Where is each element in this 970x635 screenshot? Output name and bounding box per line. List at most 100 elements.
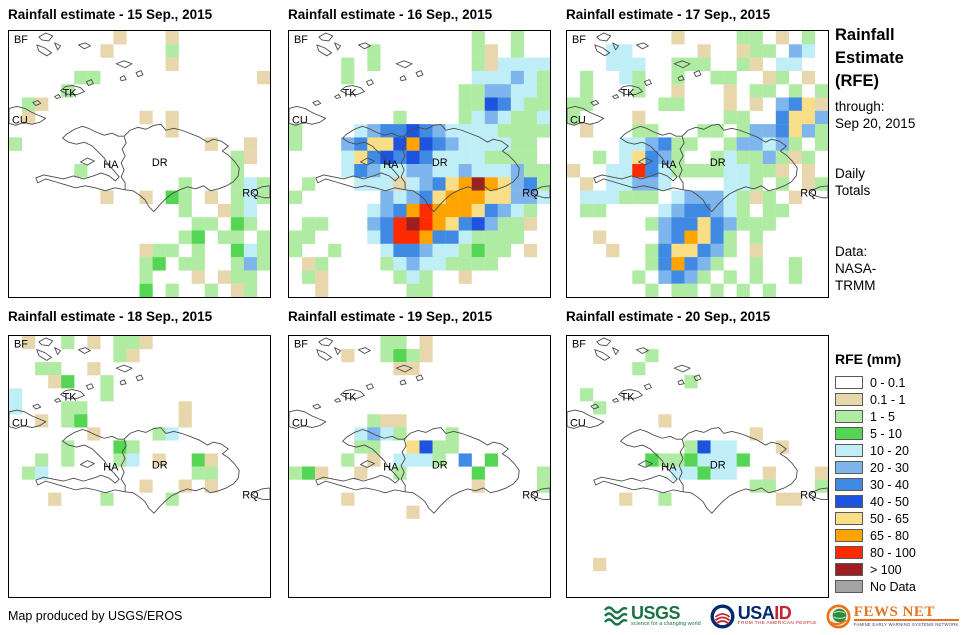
data-source-line1: NASA- — [835, 261, 877, 276]
data-source-line2: TRMM — [835, 278, 876, 293]
map-label-ha: HA — [383, 159, 399, 171]
map-canvas: BF CU TK HA DR RQ — [567, 337, 828, 572]
panel-title-sep16: Rainfall estimate - 16 Sep., 2015 — [288, 7, 493, 22]
map-label-bf: BF — [572, 339, 586, 351]
map-label-bf: BF — [294, 339, 308, 351]
usaid-seal-icon — [710, 604, 735, 628]
map-canvas: BF CU TK HA DR RQ — [567, 31, 828, 297]
through-date: Sep 20, 2015 — [835, 116, 916, 131]
coastlines — [9, 337, 270, 514]
map-label-dr: DR — [710, 157, 726, 169]
map-label-tk: TK — [621, 391, 636, 403]
map-label-tk: TK — [621, 88, 636, 100]
map-canvas: BF CU TK HA DR RQ — [289, 31, 550, 297]
map-panel-sep20: BF CU TK HA DR RQ — [566, 335, 829, 598]
legend-title: RFE (mm) — [835, 351, 902, 367]
usaid-tagline: FROM THE AMERICAN PEOPLE — [737, 621, 817, 626]
map-label-dr: DR — [152, 157, 168, 169]
legend-item: 10 - 20 — [835, 442, 967, 459]
map-label-rq: RQ — [242, 490, 258, 502]
legend-item: 40 - 50 — [835, 493, 967, 510]
map-label-tk: TK — [63, 88, 78, 100]
usgs-logo: USGS science for a changing world — [603, 603, 701, 627]
map-label-dr: DR — [152, 460, 168, 472]
legend-label: 40 - 50 — [870, 494, 909, 509]
map-label-ha: HA — [661, 461, 677, 473]
legend-label: 50 - 65 — [870, 511, 909, 526]
legend-label: No Data — [870, 579, 916, 594]
map-label-tk: TK — [343, 88, 358, 100]
legend-swatch — [835, 580, 863, 593]
map-label-cu: CU — [292, 418, 308, 430]
map-label-cu: CU — [12, 114, 28, 126]
legend-item: 80 - 100 — [835, 544, 967, 561]
map-label-rq: RQ — [522, 188, 538, 200]
map-label-rq: RQ — [242, 188, 258, 200]
period-totals: Totals — [835, 183, 871, 198]
map-label-ha: HA — [103, 461, 119, 473]
panel-title-sep15: Rainfall estimate - 15 Sep., 2015 — [8, 7, 213, 22]
usgs-wordmark: USGS — [631, 603, 681, 623]
map-panel-sep17: BF CU TK HA DR RQ — [566, 30, 829, 298]
rainfall-cells — [567, 31, 828, 297]
coastlines — [289, 32, 550, 213]
legend-items: 0 - 0.1 0.1 - 1 1 - 5 5 - 10 10 - 20 20 - 30 3… — [835, 374, 967, 595]
legend-label: 10 - 20 — [870, 443, 909, 458]
legend-item: 5 - 10 — [835, 425, 967, 442]
panel-title-sep17: Rainfall estimate - 17 Sep., 2015 — [566, 7, 771, 22]
legend-swatch — [835, 461, 863, 474]
coastlines — [9, 32, 270, 213]
legend-item: No Data — [835, 578, 967, 595]
country-labels: BF CU TK HA DR RQ — [12, 339, 259, 502]
map-label-cu: CU — [570, 114, 586, 126]
map-label-tk: TK — [343, 391, 358, 403]
rainfall-cells — [9, 336, 218, 506]
legend-item: > 100 — [835, 561, 967, 578]
fewsnet-logo: FEWS NET FAMINE EARLY WARNING SYSTEMS NE… — [826, 604, 959, 629]
map-canvas: BF CU TK HA DR RQ — [9, 31, 270, 297]
rainfall-cells — [289, 336, 550, 519]
fewsnet-tagline: FAMINE EARLY WARNING SYSTEMS NETWORK — [853, 619, 959, 627]
usgs-wave-icon — [604, 606, 628, 626]
legend-label: 1 - 5 — [870, 409, 896, 424]
legend-label: 5 - 10 — [870, 426, 902, 441]
legend-swatch — [835, 546, 863, 559]
legend-swatch — [835, 529, 863, 542]
agency-logos: USGS science for a changing world USAID … — [603, 599, 959, 633]
through-label: through: — [835, 99, 885, 114]
country-labels: BF CU TK HA DR RQ — [570, 34, 817, 200]
country-labels: BF CU TK HA DR RQ — [12, 34, 259, 200]
map-panel-sep19: BF CU TK HA DR RQ — [288, 335, 551, 598]
legend-item: 65 - 80 — [835, 527, 967, 544]
map-label-cu: CU — [12, 418, 28, 430]
legend-swatch — [835, 495, 863, 508]
map-label-dr: DR — [710, 460, 726, 472]
legend-swatch — [835, 478, 863, 491]
rainfall-cells — [580, 349, 828, 572]
map-label-bf: BF — [294, 34, 308, 46]
legend-item: 30 - 40 — [835, 476, 967, 493]
map-credit: Map produced by USGS/EROS — [8, 609, 183, 623]
rainfall-cells — [289, 31, 550, 297]
legend-swatch — [835, 512, 863, 525]
legend-swatch — [835, 563, 863, 576]
country-labels: BF CU TK HA DR RQ — [292, 339, 539, 502]
data-label: Data: — [835, 244, 868, 259]
country-labels: BF CU TK HA DR RQ — [292, 34, 539, 200]
legend-label: 20 - 30 — [870, 460, 909, 475]
map-label-cu: CU — [570, 418, 586, 430]
map-canvas: BF CU TK HA DR RQ — [9, 336, 270, 514]
sidebar-heading-line2: Estimate — [835, 49, 904, 67]
map-label-ha: HA — [103, 159, 119, 171]
map-label-rq: RQ — [800, 188, 816, 200]
map-label-ha: HA — [383, 461, 399, 473]
coastlines — [567, 337, 828, 514]
legend-label: 0.1 - 1 — [870, 392, 906, 407]
map-canvas: BF CU TK HA DR RQ — [289, 336, 550, 519]
legend-item: 20 - 30 — [835, 459, 967, 476]
legend-label: 65 - 80 — [870, 528, 909, 543]
country-labels: BF CU TK HA DR RQ — [570, 339, 817, 502]
usaid-wordmark-blue: USA — [737, 603, 775, 623]
usaid-wordmark-red: ID — [774, 603, 792, 623]
